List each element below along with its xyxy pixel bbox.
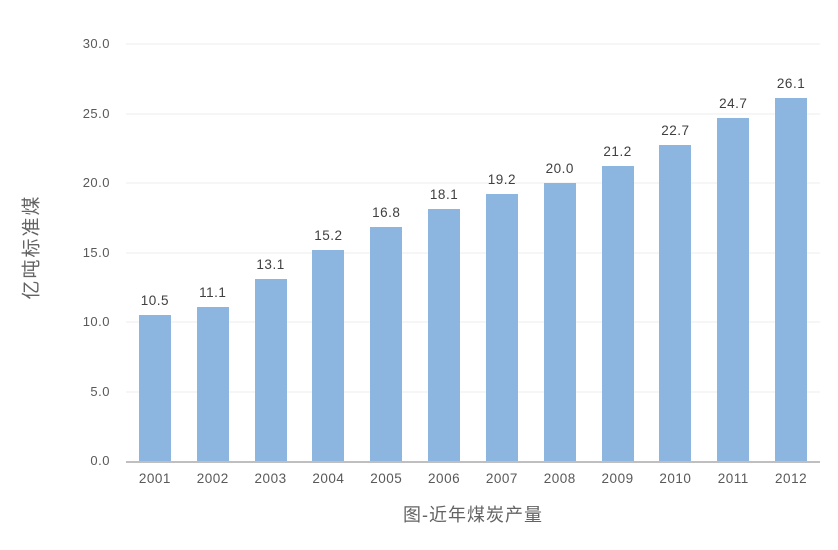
bar-value-label: 24.7: [719, 95, 748, 111]
bar-value-label: 26.1: [776, 76, 806, 92]
y-tick-label: 20.0: [82, 175, 110, 191]
x-tick-label: 2003: [254, 471, 287, 486]
bar-slot: 20.0: [531, 44, 589, 461]
y-tick-label: 10.0: [82, 314, 110, 330]
bar: [370, 227, 403, 461]
bar: [717, 117, 750, 461]
y-axis-title: 亿吨标准煤: [21, 194, 43, 300]
bar: [485, 194, 518, 461]
bar-value-label: 10.5: [140, 293, 170, 309]
y-tick-label: 25.0: [82, 105, 110, 121]
bar-value-label: 20.0: [545, 161, 574, 177]
bar-slot: 10.5: [126, 44, 184, 461]
bar-slot: 18.1: [415, 44, 473, 461]
x-tick-label: 2007: [485, 471, 518, 486]
y-tick-label: 15.0: [82, 244, 110, 260]
gridline: [126, 182, 820, 184]
bar: [775, 98, 808, 461]
x-tick-label: 2008: [543, 471, 576, 486]
bar-slot: 16.8: [357, 44, 415, 461]
bar-slot: 15.2: [300, 44, 358, 461]
bar: [601, 166, 634, 461]
bar-slot: 24.7: [704, 44, 762, 461]
x-tick-label: 2001: [138, 471, 171, 486]
gridline: [126, 113, 820, 114]
bar: [659, 145, 692, 461]
x-tick-label: 2009: [601, 471, 634, 486]
y-tick-label: 5.0: [90, 383, 110, 399]
bar-slot: 26.1: [762, 44, 820, 461]
bar-value-label: 11.1: [199, 284, 227, 300]
x-tick-label: 2012: [775, 471, 808, 486]
bar-value-label: 15.2: [314, 227, 343, 243]
x-tick-label: 2005: [370, 471, 403, 486]
bar-slot: 19.2: [473, 44, 531, 461]
bar: [543, 183, 576, 461]
gridline: [126, 43, 820, 45]
x-axis-labels: 2001 2002 2003 2004 2005 2006 2007 2008 2009 2010…: [126, 471, 820, 489]
x-tick-label: 2010: [659, 471, 692, 486]
gridline: [126, 391, 820, 393]
bar: [138, 315, 171, 461]
bar-value-label: 18.1: [429, 187, 459, 203]
chart-title: 图-近年煤炭产量: [403, 505, 543, 525]
x-tick-label: 2006: [428, 471, 461, 486]
bar: [312, 249, 345, 461]
y-tick-label: 0.0: [90, 453, 110, 468]
bar: [254, 278, 287, 461]
x-tick-label: 2004: [312, 471, 345, 486]
gridline: [126, 321, 820, 323]
bar-value-label: 13.1: [256, 256, 285, 272]
bar-value-label: 19.2: [487, 172, 517, 188]
bar-slot: 11.1: [184, 44, 242, 461]
bar-slot: 13.1: [242, 44, 300, 461]
bar-value-label: 16.8: [372, 205, 401, 221]
bar-value-label: 21.2: [603, 144, 632, 160]
gridline: [126, 252, 820, 253]
y-tick-label: 30.0: [82, 36, 110, 51]
bar-slot: 21.2: [589, 44, 647, 461]
bar: [196, 306, 229, 461]
x-tick-label: 2011: [717, 471, 749, 486]
bar-slot: 22.7: [647, 44, 705, 461]
bar: [428, 209, 461, 461]
x-tick-label: 2002: [196, 471, 229, 486]
plot-area: 0.0 5.0 10.0 15.0 20.0 25.0 30.0 10.5 11.1 13.1 15…: [83, 36, 820, 468]
bar-value-label: 22.7: [661, 123, 690, 139]
